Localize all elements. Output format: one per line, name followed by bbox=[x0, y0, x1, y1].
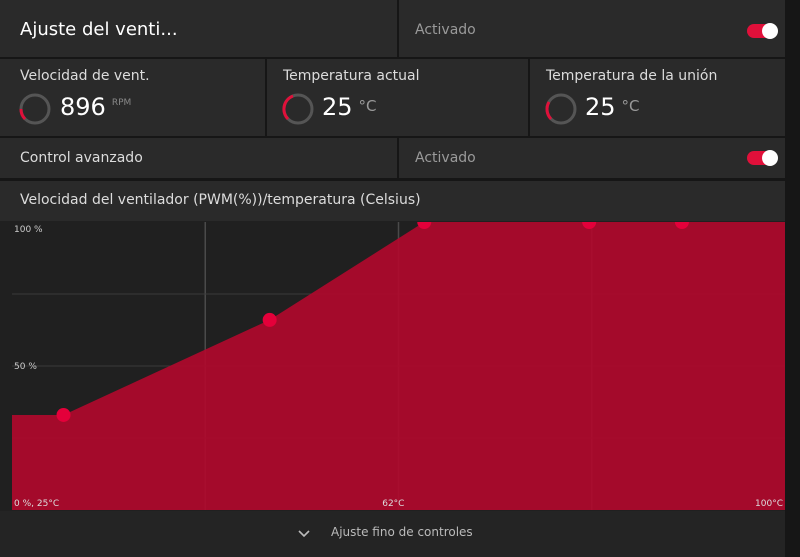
stat-label: Temperatura de la unión bbox=[546, 68, 718, 84]
curve-point bbox=[582, 222, 597, 229]
x-tick-label: 100°C bbox=[755, 499, 783, 509]
curve-point bbox=[674, 222, 689, 229]
gauge bbox=[545, 93, 577, 125]
stat-label: Velocidad de vent. bbox=[20, 68, 150, 84]
toggle[interactable] bbox=[747, 150, 778, 166]
advanced-label: Control avanzado bbox=[20, 150, 143, 166]
x-tick-label: 62°C bbox=[382, 499, 404, 509]
advanced-panel: Control avanzado bbox=[0, 138, 397, 178]
chart-title: Velocidad del ventilador (PWM(%))/temper… bbox=[20, 192, 421, 208]
gauge bbox=[19, 93, 51, 125]
curve-point bbox=[417, 222, 432, 229]
stat-value: 25 °C bbox=[322, 93, 377, 121]
stat-number: 25 bbox=[585, 93, 616, 121]
stat-unit: °C bbox=[358, 97, 377, 115]
stat-number: 25 bbox=[322, 93, 353, 121]
y-tick-label: 100 % bbox=[14, 225, 43, 235]
stat-unit: RPM bbox=[111, 98, 132, 108]
area-fill bbox=[12, 222, 785, 510]
toggle[interactable] bbox=[747, 23, 778, 39]
stat-number: 896 bbox=[60, 93, 106, 121]
y-tick-label: 50 % bbox=[14, 362, 37, 372]
chart: 100 % 50 % 0 %, 25°C 62°C 100°C bbox=[12, 222, 785, 510]
curve-point bbox=[56, 407, 71, 422]
stat-panel: Temperatura actual 25 °C bbox=[267, 59, 528, 136]
header-panel: Ajuste del venti... bbox=[0, 0, 397, 57]
footer-label: Ajuste fino de controles bbox=[331, 525, 473, 539]
stat-panel: Velocidad de vent. 896 RPM bbox=[0, 59, 265, 136]
header-status: Activado bbox=[415, 22, 476, 38]
gauge bbox=[282, 93, 314, 125]
curve-point bbox=[262, 312, 277, 327]
x-tick-label: 0 %, 25°C bbox=[14, 499, 59, 509]
stat-panel: Temperatura de la unión 25 °C bbox=[530, 59, 785, 136]
header-status-panel: Activado bbox=[399, 0, 785, 57]
chart-title-panel: Velocidad del ventilador (PWM(%))/temper… bbox=[0, 181, 785, 221]
stat-label: Temperatura actual bbox=[283, 68, 420, 84]
advanced-status: Activado bbox=[415, 150, 476, 166]
footer[interactable]: Ajuste fino de controles bbox=[0, 511, 785, 557]
chevron bbox=[298, 530, 310, 538]
advanced-status-panel: Activado bbox=[399, 138, 785, 178]
stat-value: 25 °C bbox=[585, 93, 640, 121]
stat-unit: °C bbox=[621, 97, 640, 115]
header-title: Ajuste del venti... bbox=[20, 19, 178, 40]
stat-value: 896 RPM bbox=[60, 93, 131, 121]
